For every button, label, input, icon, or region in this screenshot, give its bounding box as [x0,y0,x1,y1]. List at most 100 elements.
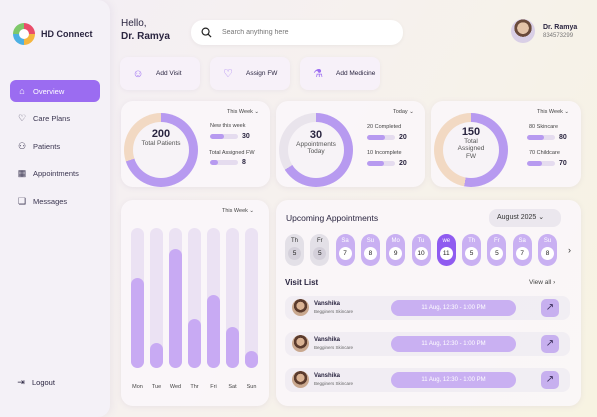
logout-button[interactable]: ⇥ Logout [16,377,55,387]
sidebar-item-care-plans[interactable]: ♡ Care Plans [10,108,100,130]
calendar-day-date: 5 [490,247,504,260]
avatar [292,299,309,316]
add-medicine-button[interactable]: ⚗ Add Medicine [300,57,380,90]
view-all-link[interactable]: View all › [529,279,555,286]
progress-bar [527,135,555,140]
calendar-day-name: we [442,238,451,244]
new-this-week-value: 30 [242,133,250,140]
calendar-day-date: 5 [465,247,479,260]
chart-x-label: Mon [132,384,143,390]
patients-ring [124,113,198,187]
calendar-day-name: Tu [417,238,425,244]
period-dropdown[interactable]: This Week ⌄ [537,109,570,115]
chart-bar-wed [169,249,182,368]
calendar-day-name: Mo [391,238,400,244]
chevron-right-icon: › [553,279,556,286]
search-bar[interactable] [191,20,403,45]
add-user-icon: ☺ [132,67,144,80]
weekly-chart-card: This Week ⌄ Mon Tue Wed Thr Fri Sat Sun [121,200,269,406]
logo-icon [13,23,35,45]
sidebar-item-overview[interactable]: ⌂ Overview [10,80,100,102]
sidebar-item-messages[interactable]: ❏ Messages [10,190,100,212]
calendar-day[interactable]: Su 8 [360,234,380,266]
appointments-ring [279,113,353,187]
calendar-day-name: Su [366,238,375,244]
avatar [292,371,309,388]
chart-bar-sun [245,351,258,368]
calendar-day-date: 8 [541,247,554,260]
skincare-label: 80 Skincare [529,124,559,130]
calendar-day[interactable]: Tu 10 [411,234,431,266]
assign-fw-label: Assign FW [246,70,278,77]
search-input[interactable] [222,29,382,36]
search-icon [201,27,212,38]
calendar-day-name: Fr [494,238,500,244]
visit-row[interactable]: Vanshika Begginers Skincare 11 Aug, 12:30 … [285,368,570,392]
progress-bar [210,134,238,139]
arrow-up-right-icon: ↗ [545,338,555,349]
greeting-hello: Hello, [121,18,147,29]
calendar-day[interactable]: Su 8 [538,234,557,266]
calendar-day[interactable]: Th 5 [285,234,304,266]
completed-label: 20 Completed [367,124,402,130]
open-visit-button[interactable]: ↗ [541,335,559,353]
calendar-day-date: 11 [439,247,453,260]
add-visit-button[interactable]: ☺ Add Visit [120,57,200,90]
medicine-bottle-icon: ⚗ [313,68,323,80]
progress-fill [210,160,219,165]
childcare-row: 70 [527,160,567,167]
visit-row[interactable]: Vanshika Begginers Skincare 11 Aug, 12:30 … [285,296,570,320]
visit-row[interactable]: Vanshika Begginers Skincare 11 Aug, 12:30 … [285,332,570,356]
calendar-day-date: 8 [363,247,377,260]
calendar-day[interactable]: Fr 5 [487,234,507,266]
period-dropdown[interactable]: This Week ⌄ [222,208,255,214]
sidebar-item-patients[interactable]: ⚇ Patients [10,135,100,157]
calendar-day[interactable]: we 11 [436,234,456,266]
calendar-day[interactable]: Th 5 [462,234,482,266]
open-visit-button[interactable]: ↗ [541,371,559,389]
progress-fill [367,161,384,166]
calendar-day[interactable]: Mo 9 [386,234,406,266]
chart-x-label: Tue [151,384,162,390]
period-dropdown[interactable]: This Week ⌄ [227,109,260,115]
assign-fw-button[interactable]: ♡ Assign FW [210,57,290,90]
logout-icon: ⇥ [17,376,25,387]
appointments-ring-text: 30 Appointments Today [279,129,353,156]
chart-bar-track [226,228,239,368]
user-phone: 834573299 [543,32,574,39]
chevron-right-icon[interactable]: › [568,245,571,255]
logo[interactable]: HD Connect [13,23,93,45]
logout-label: Logout [32,377,55,387]
calendar-day-date: 7 [515,247,529,260]
calendar-day[interactable]: Sa 7 [512,234,532,266]
chart-bar-tue [150,342,163,368]
calendar-day[interactable]: Sa 7 [335,234,355,266]
calendar-day[interactable]: Fr 5 [310,234,330,266]
sidebar-nav: ⌂ Overview ♡ Care Plans ⚇ Patients ▦ App… [10,80,100,218]
chart-bar-mon [131,278,144,368]
period-dropdown[interactable]: Today ⌄ [393,109,414,115]
user-profile[interactable]: Dr. Ramya 834573299 [511,19,577,43]
open-visit-button[interactable]: ↗ [541,299,559,317]
total-fw-value: 150 [461,126,481,138]
sidebar-item-label: Messages [33,196,68,206]
calendar-day-date: 5 [288,247,301,260]
patients-ring-text: 200 Total Patients [124,128,198,147]
home-icon: ⌂ [19,85,25,96]
skincare-value: 80 [559,134,567,141]
patients-card: This Week ⌄ 200 Total Patients New this … [121,101,270,187]
skincare-row: 80 [527,134,567,141]
progress-bar [367,135,395,140]
sidebar-item-appointments[interactable]: ▦ Appointments [10,163,100,185]
arrow-up-right-icon: ↗ [545,374,555,385]
fw-ring-text: 150 Total Assigned FW [434,126,508,160]
chart-bar-sat [226,327,239,368]
progress-fill [367,135,386,140]
chart-bar-thr [188,319,201,368]
chart-x-label: Wed [169,384,182,390]
appointments-title: Upcoming Appointments [286,213,379,223]
avatar [511,19,535,43]
heart-hands-icon: ♡ [17,113,27,123]
month-dropdown[interactable]: August 2025 ⌄ [489,209,561,227]
chart-x-label: Thr [190,384,199,390]
